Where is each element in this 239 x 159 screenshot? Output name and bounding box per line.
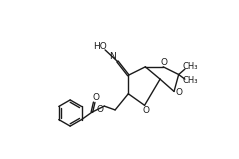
Text: O: O [92,93,99,102]
Text: CH₃: CH₃ [183,76,198,85]
Text: O: O [143,106,150,115]
Text: N: N [109,52,116,61]
Text: O: O [97,105,104,114]
Text: O: O [160,58,168,67]
Text: HO: HO [93,41,107,51]
Text: O: O [175,88,182,97]
Text: CH₃: CH₃ [183,62,198,71]
